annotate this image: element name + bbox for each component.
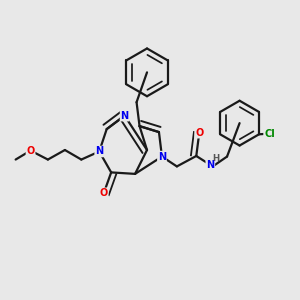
- Text: N: N: [206, 160, 214, 170]
- Text: H: H: [213, 154, 220, 164]
- Text: N: N: [158, 152, 166, 162]
- Text: O: O: [195, 128, 203, 138]
- Text: Cl: Cl: [264, 129, 275, 139]
- Text: N: N: [95, 146, 103, 157]
- Text: O: O: [100, 188, 108, 198]
- Text: N: N: [121, 111, 129, 121]
- Text: O: O: [26, 146, 35, 156]
